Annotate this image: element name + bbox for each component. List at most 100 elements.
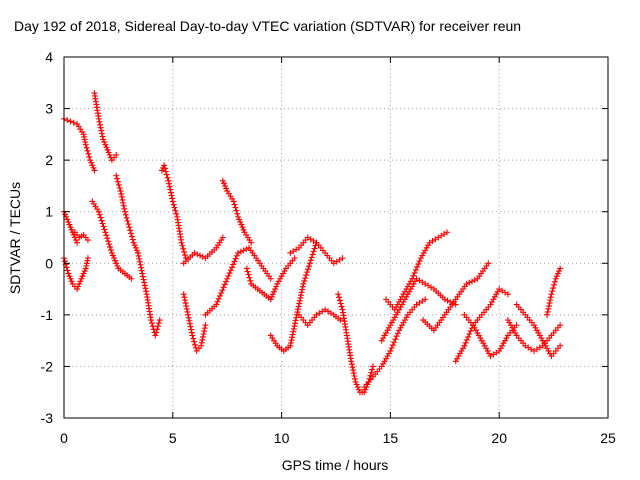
data-point: [136, 258, 143, 265]
data-point: [547, 297, 554, 304]
data-point: [469, 278, 475, 285]
data-point: [191, 249, 198, 256]
data-point: [388, 345, 395, 352]
data-point: [115, 181, 122, 188]
data-point: [136, 255, 143, 262]
data-point: [410, 272, 417, 279]
data-point: [305, 266, 312, 273]
data-point: [551, 278, 558, 285]
data-point: [191, 341, 198, 348]
data-point: [545, 305, 552, 312]
data-point: [99, 220, 106, 227]
data-point: [230, 261, 237, 268]
data-point: [295, 303, 302, 310]
data-point: [113, 260, 120, 267]
data-point: [369, 366, 376, 373]
data-point: [301, 277, 308, 284]
data-point: [168, 192, 175, 199]
data-point: [86, 154, 93, 161]
data-point: [226, 270, 233, 277]
data-point: [134, 249, 141, 256]
data-point: [161, 165, 168, 172]
data-point: [186, 320, 193, 327]
data-point: [441, 296, 448, 303]
data-point: [231, 258, 238, 265]
data-point: [234, 210, 241, 217]
data-point: [467, 328, 474, 335]
data-point: [138, 264, 145, 271]
data-point: [216, 292, 223, 299]
data-point: [143, 288, 150, 295]
data-point: [462, 339, 469, 346]
data-point: [113, 151, 120, 158]
data-point: [185, 311, 192, 318]
data-point: [166, 180, 173, 187]
data-point: [170, 201, 177, 208]
data-point: [239, 224, 246, 231]
data-point: [153, 329, 160, 336]
data-point: [120, 202, 127, 209]
data-point: [183, 305, 190, 312]
data-point: [267, 296, 274, 303]
data-point: [466, 279, 473, 286]
data-point: [182, 300, 189, 307]
data-point: [138, 267, 145, 274]
data-point: [557, 265, 564, 272]
x-tick-label: 25: [600, 430, 616, 446]
data-point: [247, 277, 254, 284]
data-point: [202, 322, 209, 329]
data-point: [74, 286, 81, 293]
data-point: [87, 157, 94, 164]
data-point: [101, 226, 108, 233]
data-point: [355, 386, 362, 393]
data-point: [191, 338, 198, 345]
data-point: [268, 293, 275, 300]
data-point: [304, 269, 311, 276]
data-point: [387, 347, 394, 354]
data-point: [137, 261, 144, 268]
data-point: [297, 292, 304, 299]
data-point: [80, 270, 87, 277]
data-point: [65, 270, 72, 277]
data-point: [184, 308, 191, 315]
data-point: [155, 323, 162, 330]
data-point: [126, 224, 133, 231]
data-point: [100, 136, 107, 143]
data-point: [299, 286, 306, 293]
data-point: [199, 336, 206, 343]
y-tick-label: -1: [41, 307, 54, 323]
data-point: [219, 234, 226, 241]
data-point: [112, 257, 119, 264]
y-tick-label: -3: [41, 410, 54, 426]
data-point: [76, 280, 83, 287]
data-point: [336, 294, 343, 301]
data-point: [116, 184, 123, 191]
data-point: [90, 164, 97, 171]
data-point: [389, 342, 396, 349]
data-point: [114, 175, 121, 182]
data-point: [97, 214, 104, 221]
data-point: [81, 268, 88, 275]
data-point: [368, 369, 375, 376]
data-point: [449, 300, 456, 307]
data-point: [114, 178, 121, 185]
data-point: [148, 320, 155, 327]
data-point: [556, 268, 563, 275]
data-point: [95, 208, 102, 215]
data-point: [132, 244, 139, 251]
data-point: [155, 320, 162, 327]
data-point: [65, 219, 72, 226]
data-point: [63, 264, 70, 271]
data-point: [118, 193, 125, 200]
data-point: [300, 280, 307, 287]
data-point: [98, 130, 105, 137]
data-point: [197, 252, 203, 259]
data-point: [409, 275, 416, 282]
data-point: [129, 236, 136, 243]
data-point: [550, 285, 557, 292]
data-point: [104, 235, 111, 242]
data-point: [350, 370, 357, 377]
data-point: [337, 300, 344, 307]
data-point: [183, 303, 190, 310]
data-point: [310, 248, 317, 255]
